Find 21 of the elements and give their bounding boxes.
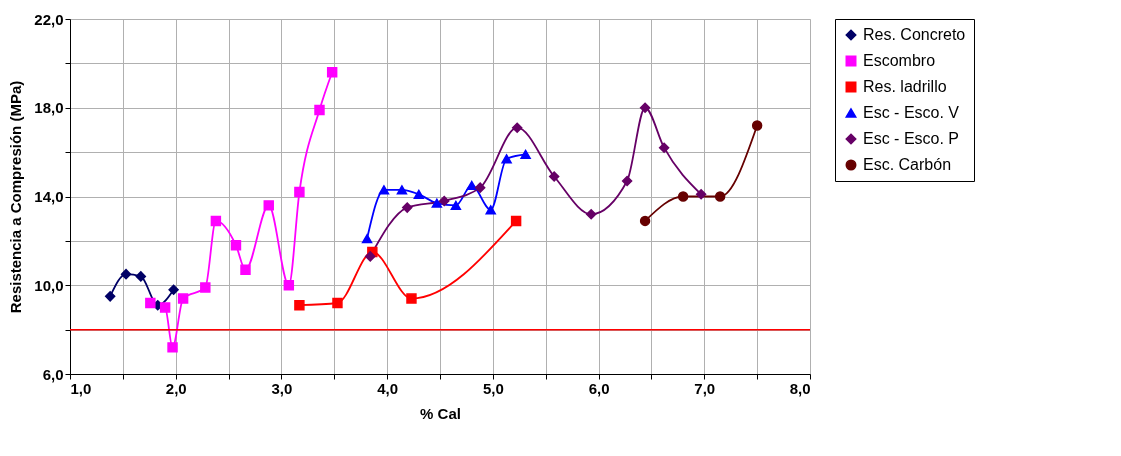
legend-label: Esc. Carbón [863,156,952,173]
x-tick-label: 4,0 [377,379,399,397]
x-tick-label: 1,0 [70,379,92,397]
legend-label: Esc - Esco. V [863,104,960,121]
legend-label: Escombro [863,52,936,69]
y-tick-label: 10,0 [34,276,64,294]
y-tick-label: 22,0 [34,10,64,28]
y-tick-label: 18,0 [34,99,64,117]
legend-label: Res. Concreto [863,26,966,43]
x-tick-label: 7,0 [694,379,716,397]
y-axis-title: Resistencia a Compresión (MPa) [7,80,25,314]
y-tick-label: 14,0 [34,188,64,205]
x-tick-label: 8,0 [789,379,811,397]
legend-label: Res. ladrillo [863,78,947,95]
x-axis-title: % Cal [420,404,461,422]
x-tick-label: 5,0 [482,379,504,397]
x-tick-label: 6,0 [588,379,610,397]
legend-label: Esc - Esco. P [863,130,960,147]
y-tick-label: 6,0 [42,365,64,383]
x-tick-label: 2,0 [165,379,187,397]
x-tick-label: 3,0 [271,379,293,397]
